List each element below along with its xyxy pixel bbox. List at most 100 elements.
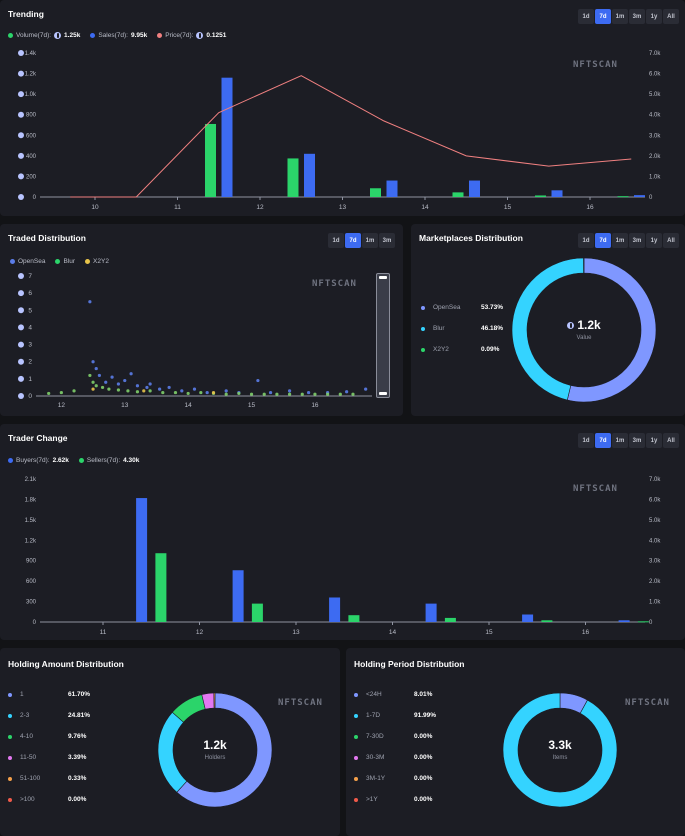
y2-axis-tick-label: 3.0k [649,133,661,139]
legend-label: >100 [20,796,35,803]
opensea-point [307,390,311,395]
y-axis-tick-label: 800 [26,113,37,119]
x-axis-tick-label: 15 [504,204,512,211]
tab-all[interactable]: All [663,433,679,448]
y2-axis-tick-label: 6.0k [649,497,661,503]
x-axis-tick-label: 14 [389,629,397,636]
legend-label: Blur [63,258,76,265]
legend-label: 4-10 [20,733,34,740]
watermark: NFTSCAN [573,484,618,494]
opensea-point [224,389,228,393]
legend-percent: 91.99% [414,712,437,719]
opensea-point [129,372,133,376]
tab-7d[interactable]: 7d [595,233,611,248]
legend-dot [78,458,84,463]
y-axis-tick-label: 0 [33,620,37,626]
y2-axis-tick-label: 1.0k [649,600,661,606]
y-axis-tick-label: 6 [28,290,32,297]
time-range-tabs: 1d 7d 1m 3m 1y All [578,233,679,248]
y2-axis-tick-label: 0 [649,195,653,201]
tab-1d[interactable]: 1d [328,233,344,248]
legend-percent: 61.70% [68,691,91,698]
x-axis-tick-label: 11 [100,629,107,636]
tab-1m[interactable]: 1m [612,9,628,24]
legend-item: Sellers(7d): 4.30k [78,457,139,464]
volume-bar [205,123,216,197]
blur-point [126,389,130,393]
trending-panel: Trending 1d 7d 1m 3m 1y All Volume(7d): 1.25k S… [0,0,685,216]
legend-percent: 9.76% [68,733,87,740]
opensea-point [116,382,121,386]
center-value: 1.2k [577,318,601,332]
tab-3m[interactable]: 3m [629,433,645,448]
blur-point [351,392,355,396]
legend-label: 1-7D [366,712,381,719]
tab-1y[interactable]: 1y [646,433,662,448]
sellers-bar [541,620,553,622]
legend-item: Sales(7d): 9.95k [90,32,147,39]
legend-item: Price(7d): 0.1251 [157,32,226,39]
tab-3m[interactable]: 3m [629,233,645,248]
legend-row: X2Y2 0.09% [421,339,503,360]
legend-row: >100 0.00% [8,789,90,810]
legend-row: Blur 46.18% [421,318,503,339]
watermark: NFTSCAN [312,279,357,289]
blur-point [107,387,111,391]
tab-1m[interactable]: 1m [612,233,628,248]
tab-1d[interactable]: 1d [578,9,594,24]
tab-3m[interactable]: 3m [629,9,645,24]
tab-7d[interactable]: 7d [345,233,361,248]
y-axis-tick-label: 1.2k [25,72,37,78]
legend-label: X2Y2 [93,258,109,265]
opensea-point [110,375,114,379]
y-axis-tick-label: 600 [26,579,37,585]
marketplaces-distribution-panel: Marketplaces Distribution 1d 7d 1m 3m 1y All … [411,224,685,416]
y-axis-tick-label: 2.1k [25,477,37,483]
legend-label: Buyers(7d): [16,457,50,464]
blur-point [135,390,140,394]
tab-all[interactable]: All [663,9,679,24]
x-axis-tick-label: 14 [185,402,193,409]
x-axis-tick-label: 11 [174,204,181,211]
legend-row: 2-3 24.81% [8,705,90,726]
zoom-handle-top[interactable] [379,276,387,279]
tab-all[interactable]: All [663,233,679,248]
blur-point [116,388,121,392]
tab-1y[interactable]: 1y [646,233,662,248]
x-axis-tick-label: 12 [196,629,204,636]
opensea-point [94,366,98,371]
y2-axis-tick-label: 6.0k [649,72,661,78]
legend-dot [354,734,358,739]
tab-7d[interactable]: 7d [595,9,611,24]
zoom-handle-bottom[interactable] [379,392,387,395]
tab-1d[interactable]: 1d [578,433,594,448]
panel-title: Traded Distribution [8,233,86,243]
blur-point [148,389,152,393]
eth-icon [567,321,575,329]
y2-axis-tick-label: 7.0k [649,51,661,57]
zoom-scrollbar[interactable] [376,273,390,398]
eth-icon [18,393,24,399]
legend-row: OpenSea 53.73% [421,297,503,318]
buyers-bar [425,603,437,622]
eth-icon [18,152,24,159]
tab-1m[interactable]: 1m [612,433,628,448]
sellers-bar [155,553,167,622]
x-axis-tick-label: 12 [256,204,264,211]
blur-point [313,392,317,396]
tab-1y[interactable]: 1y [646,9,662,24]
tab-7d[interactable]: 7d [595,433,611,448]
legend-value: 0.1251 [206,32,227,39]
opensea-point [205,390,209,395]
traded-legend: OpenSea Blur X2Y2 [10,258,119,265]
price-line [70,75,632,198]
y2-axis-tick-label: 2.0k [649,154,661,160]
legend-item: Buyers(7d): 2.62k [8,457,69,464]
legend-dot [354,713,358,718]
tab-3m[interactable]: 3m [379,233,395,248]
legend-dot [8,713,12,718]
tab-1m[interactable]: 1m [362,233,378,248]
x-axis-tick-label: 13 [339,204,347,211]
tab-1d[interactable]: 1d [578,233,594,248]
volume-bar [287,158,299,197]
